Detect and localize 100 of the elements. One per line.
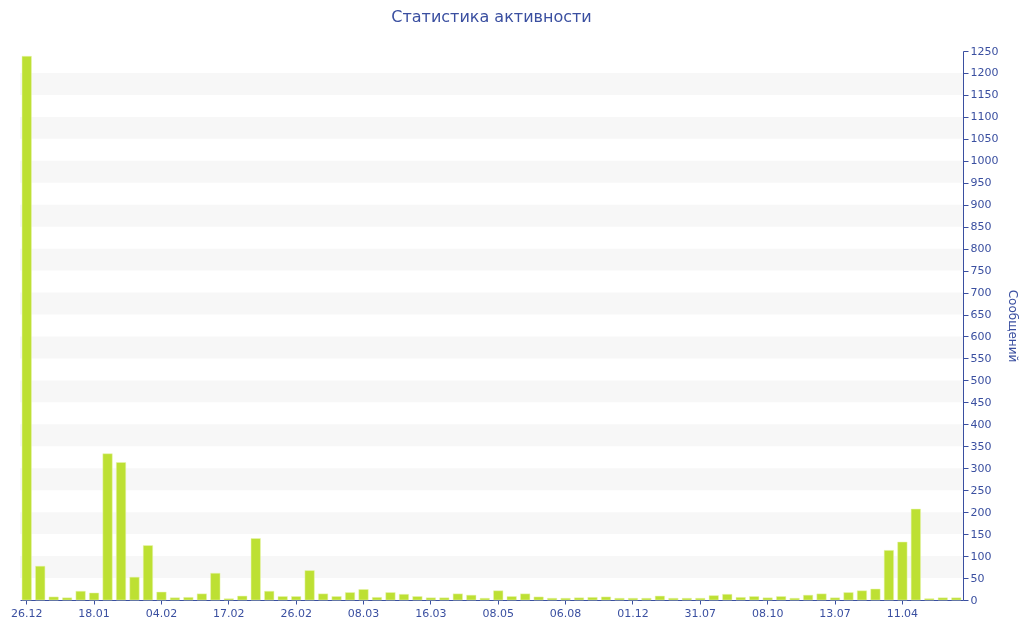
y-tick-label: 850 xyxy=(970,220,992,234)
y-tick-label: 350 xyxy=(970,439,992,453)
bar xyxy=(452,593,463,601)
bar xyxy=(520,593,531,601)
y-tick-label: 950 xyxy=(970,176,992,190)
bar xyxy=(264,590,275,601)
bar xyxy=(533,596,544,601)
y-tick-label: 800 xyxy=(970,242,992,256)
bar xyxy=(708,595,719,601)
x-tick-label: 11.04 xyxy=(886,606,919,620)
bar xyxy=(169,597,180,601)
y-tick-label: 300 xyxy=(970,461,992,475)
bar xyxy=(937,597,948,601)
y-tick-label: 1150 xyxy=(970,88,999,102)
bar xyxy=(762,597,773,601)
chart-title: Статистика активности xyxy=(391,7,592,26)
y-tick-label: 0 xyxy=(970,593,978,607)
y-tick-label: 600 xyxy=(970,329,992,343)
bar xyxy=(35,565,46,601)
bar xyxy=(439,597,450,601)
bar xyxy=(803,594,814,601)
x-tick-label: 17.02 xyxy=(213,606,245,620)
bar xyxy=(830,597,840,601)
bar xyxy=(372,597,382,601)
bar xyxy=(48,596,59,601)
bar xyxy=(129,576,140,601)
bar xyxy=(116,462,126,601)
bar xyxy=(951,597,962,601)
bar xyxy=(722,594,733,601)
y-tick-label: 900 xyxy=(970,198,992,212)
bar xyxy=(21,56,32,601)
y-tick-label: 450 xyxy=(970,395,992,409)
bar xyxy=(210,572,221,601)
x-tick-label: 08.05 xyxy=(482,606,514,620)
bar xyxy=(654,595,665,601)
bar xyxy=(304,570,315,601)
x-tick-label: 06.08 xyxy=(549,606,582,620)
y-tick-label: 1050 xyxy=(970,132,999,146)
bar xyxy=(291,596,302,601)
bar xyxy=(870,588,881,601)
bar xyxy=(749,596,760,601)
y-tick-label: 1200 xyxy=(970,66,999,80)
bar xyxy=(910,508,921,601)
bar xyxy=(587,597,598,601)
x-tick-label: 13.07 xyxy=(819,606,851,620)
x-tick-label: 04.02 xyxy=(145,606,178,620)
bar xyxy=(358,589,369,601)
bar xyxy=(398,594,409,601)
bar xyxy=(277,596,288,601)
bar xyxy=(183,597,194,601)
bar xyxy=(735,597,746,601)
x-tick-label: 08.03 xyxy=(347,606,380,620)
y-tick-label: 1100 xyxy=(970,110,999,124)
bar xyxy=(506,596,517,601)
bar xyxy=(843,592,854,601)
bar xyxy=(250,538,261,601)
bar xyxy=(62,597,73,601)
y-tick-label: 550 xyxy=(970,351,992,365)
y-tick-label: 1250 xyxy=(970,44,999,58)
bar xyxy=(776,596,787,601)
y-tick-label: 100 xyxy=(970,549,992,563)
bar xyxy=(883,550,894,601)
bar xyxy=(143,545,153,601)
y-tick-label: 700 xyxy=(970,286,992,300)
y-tick-label: 500 xyxy=(970,373,992,387)
y-tick-label: 200 xyxy=(970,505,992,519)
y-tick-label: 750 xyxy=(970,264,992,278)
bar xyxy=(318,593,329,601)
bar xyxy=(75,590,86,601)
bar xyxy=(331,596,342,601)
x-tick-label: 18.01 xyxy=(78,606,110,620)
bar xyxy=(237,595,248,601)
bar xyxy=(493,590,504,601)
x-tick-label: 08.10 xyxy=(751,606,784,620)
y-axis-title: Сообщений xyxy=(1006,289,1021,363)
x-tick-label: 31.07 xyxy=(684,606,717,620)
bar xyxy=(89,592,100,601)
bar xyxy=(345,592,356,601)
y-tick-label: 400 xyxy=(970,417,992,431)
y-tick-label: 250 xyxy=(970,483,992,497)
bar xyxy=(857,590,867,601)
x-tick-label: 26.12 xyxy=(10,606,43,620)
x-tick-label: 01.12 xyxy=(617,606,649,620)
bar xyxy=(412,596,423,601)
bar xyxy=(816,593,827,601)
bar xyxy=(196,593,207,601)
bar xyxy=(897,541,908,601)
bar xyxy=(466,594,477,601)
y-tick-label: 50 xyxy=(970,571,985,585)
y-tick-label: 1000 xyxy=(970,154,999,168)
bar xyxy=(385,592,396,601)
bar xyxy=(574,597,585,601)
bar xyxy=(601,596,611,601)
y-tick-label: 650 xyxy=(970,308,992,322)
bar xyxy=(425,597,436,601)
x-tick-label: 16.03 xyxy=(415,606,447,620)
x-tick-label: 26.02 xyxy=(280,606,312,620)
bar xyxy=(102,453,113,601)
y-tick-label: 150 xyxy=(970,527,992,541)
bar xyxy=(156,591,167,601)
